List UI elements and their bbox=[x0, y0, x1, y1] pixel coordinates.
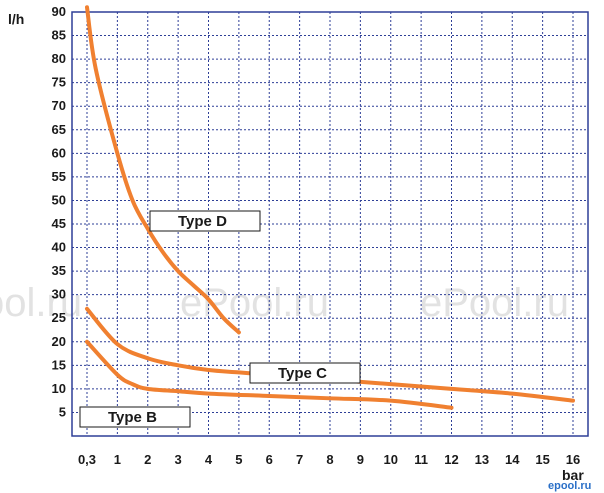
series-label-box bbox=[149, 210, 261, 232]
series-layer bbox=[85, 5, 575, 410]
x-tick-label: 7 bbox=[296, 452, 303, 467]
y-tick-label: 25 bbox=[52, 310, 66, 325]
x-tick-label: 3 bbox=[175, 452, 182, 467]
series-label: Type B bbox=[108, 409, 157, 426]
y-axis-unit: l/h bbox=[8, 11, 24, 27]
y-tick-label: 55 bbox=[52, 169, 66, 184]
x-tick-label: 1 bbox=[114, 452, 121, 467]
watermark-text: ool.ru bbox=[0, 281, 82, 325]
y-tick-label: 70 bbox=[52, 98, 66, 113]
y-tick-label: 45 bbox=[52, 216, 66, 231]
y-tick-label: 30 bbox=[52, 287, 66, 302]
x-axis-unit: bar bbox=[562, 467, 584, 483]
series-label-box bbox=[79, 406, 191, 428]
x-tick-label: 8 bbox=[326, 452, 333, 467]
x-tick-label: 2 bbox=[144, 452, 151, 467]
y-tick-label: 40 bbox=[52, 240, 66, 255]
series-labels: Type D Type C Type B bbox=[79, 210, 361, 428]
x-tick-label: 13 bbox=[475, 452, 489, 467]
y-tick-label: 20 bbox=[52, 334, 66, 349]
y-tick-label: 65 bbox=[52, 122, 66, 137]
series-label-box bbox=[249, 362, 361, 384]
x-tick-label: 4 bbox=[205, 452, 213, 467]
brand-watermark: epool.ru bbox=[548, 480, 591, 492]
watermark-text: ePool.ru bbox=[180, 281, 329, 325]
y-tick-label: 10 bbox=[52, 381, 66, 396]
series-line bbox=[85, 339, 454, 410]
x-tick-label: 9 bbox=[357, 452, 364, 467]
x-tick-label: 12 bbox=[444, 452, 458, 467]
x-tick-label: 5 bbox=[235, 452, 242, 467]
x-tick-label: 16 bbox=[566, 452, 580, 467]
x-tick-label: 15 bbox=[535, 452, 549, 467]
y-tick-label: 80 bbox=[52, 51, 66, 66]
x-tick-label: 11 bbox=[414, 452, 428, 467]
x-tick-label: 0,3 bbox=[78, 452, 96, 467]
y-tick-label: 85 bbox=[52, 28, 66, 43]
series-label: Type C bbox=[278, 365, 327, 382]
y-tick-label: 15 bbox=[52, 357, 66, 372]
y-tick-label: 50 bbox=[52, 192, 66, 207]
x-tick-label: 6 bbox=[266, 452, 273, 467]
x-tick-label: 10 bbox=[384, 452, 398, 467]
series-line bbox=[85, 5, 241, 335]
y-tick-label: 90 bbox=[52, 4, 66, 19]
watermark-layer: ool.ru ePool.ru ePool.ru bbox=[0, 281, 569, 325]
watermark-text: ePool.ru bbox=[420, 281, 569, 325]
y-tick-label: 60 bbox=[52, 145, 66, 160]
y-tick-label: 75 bbox=[52, 75, 66, 90]
x-tick-label: 14 bbox=[505, 452, 520, 467]
y-tick-label: 35 bbox=[52, 263, 66, 278]
y-tick-label: 5 bbox=[59, 404, 66, 419]
series-label: Type D bbox=[178, 213, 227, 230]
